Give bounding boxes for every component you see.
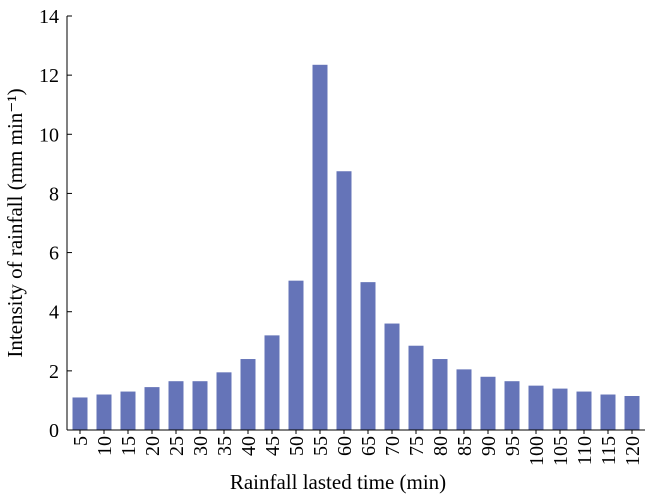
y-tick-label-8: 8 xyxy=(49,183,59,205)
x-tick-label-75: 75 xyxy=(406,436,428,456)
bar-100 xyxy=(528,385,544,430)
x-tick-label-95: 95 xyxy=(502,436,524,456)
x-tick-label-110: 110 xyxy=(574,436,596,465)
bar-35 xyxy=(216,372,232,430)
bar-55 xyxy=(312,64,328,431)
x-tick-label-25: 25 xyxy=(166,436,188,456)
bar-25 xyxy=(168,381,184,430)
bars-group xyxy=(72,64,640,431)
bar-10 xyxy=(96,394,112,430)
y-tick-label-4: 4 xyxy=(49,302,59,324)
x-tick-label-50: 50 xyxy=(286,436,308,456)
y-tick-label-0: 0 xyxy=(49,420,59,442)
y-ticks-group: 0 2 4 6 8 10 12 14 xyxy=(39,6,72,442)
bar-80 xyxy=(432,359,448,430)
bar-15 xyxy=(120,391,136,430)
bar-45 xyxy=(264,335,280,430)
x-tick-label-90: 90 xyxy=(478,436,500,456)
bar-120 xyxy=(624,395,640,430)
x-tick-label-70: 70 xyxy=(382,436,404,456)
bar-20 xyxy=(144,387,160,430)
y-axis-title: Intensity of rainfall (mm min⁻¹) xyxy=(3,88,27,357)
bar-85 xyxy=(456,369,472,430)
bar-75 xyxy=(408,345,424,430)
y-tick-label-2: 2 xyxy=(49,361,59,383)
bar-65 xyxy=(360,282,376,430)
x-tick-label-120: 120 xyxy=(622,436,644,466)
bar-50 xyxy=(288,280,304,430)
bar-95 xyxy=(504,381,520,430)
bar-110 xyxy=(576,391,592,430)
x-tick-label-45: 45 xyxy=(262,436,284,456)
bar-90 xyxy=(480,376,496,430)
x-tick-label-115: 115 xyxy=(598,436,620,465)
x-tick-label-65: 65 xyxy=(358,436,380,456)
y-tick-label-12: 12 xyxy=(39,65,59,87)
x-tick-label-40: 40 xyxy=(238,436,260,456)
y-tick-label-14: 14 xyxy=(39,6,59,28)
x-tick-label-5: 5 xyxy=(70,436,92,446)
x-axis-title: Rainfall lasted time (min) xyxy=(230,470,446,494)
x-tick-label-30: 30 xyxy=(190,436,212,456)
x-tick-label-55: 55 xyxy=(310,436,332,456)
bar-5 xyxy=(72,397,88,430)
y-tick-label-6: 6 xyxy=(49,243,59,265)
y-tick-label-10: 10 xyxy=(39,124,59,146)
bar-105 xyxy=(552,388,568,430)
x-tick-label-35: 35 xyxy=(214,436,236,456)
x-tick-label-60: 60 xyxy=(334,436,356,456)
x-tick-label-10: 10 xyxy=(94,436,116,456)
x-ticks-group: 5 10 15 20 25 30 35 40 45 50 55 60 65 70 75 80 85 90 95 100… xyxy=(70,430,644,466)
bar-70 xyxy=(384,323,400,430)
x-tick-label-105: 105 xyxy=(550,436,572,466)
x-tick-label-80: 80 xyxy=(430,436,452,456)
bar-30 xyxy=(192,381,208,430)
x-tick-label-15: 15 xyxy=(118,436,140,456)
bar-115 xyxy=(600,394,616,430)
x-tick-label-100: 100 xyxy=(526,436,548,466)
x-tick-label-20: 20 xyxy=(142,436,164,456)
axes-group xyxy=(66,16,645,431)
bar-60 xyxy=(336,171,352,430)
bar-40 xyxy=(240,359,256,430)
x-tick-label-85: 85 xyxy=(454,436,476,456)
